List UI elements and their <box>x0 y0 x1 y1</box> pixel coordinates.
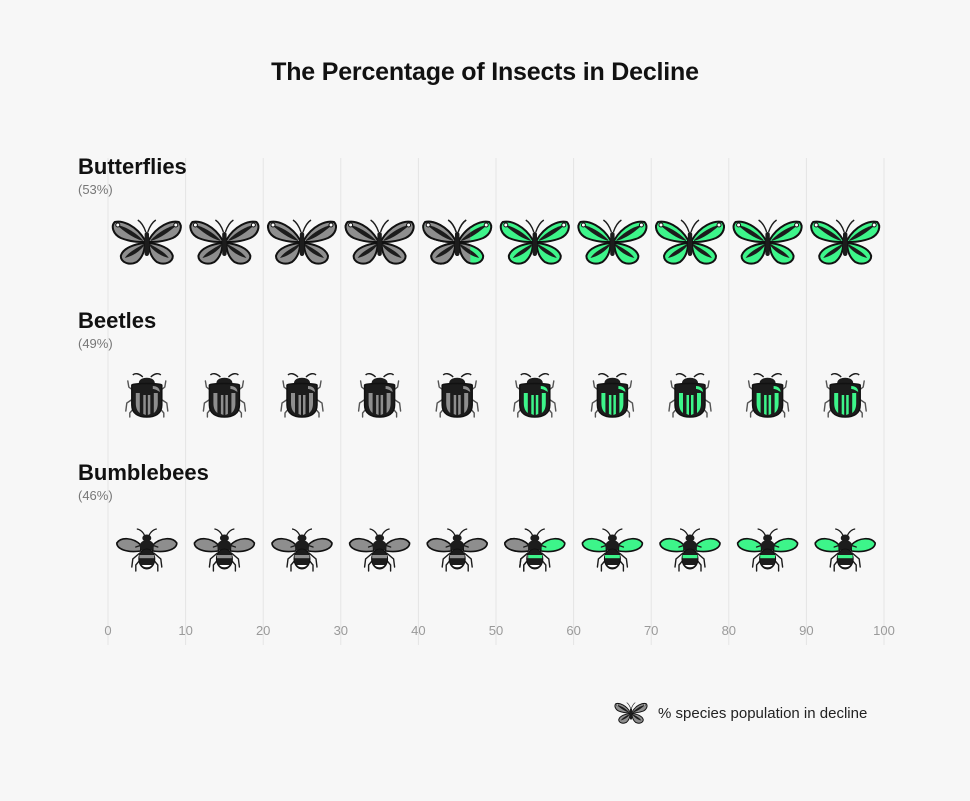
bumblebee-icon <box>814 528 877 572</box>
x-tick-label: 80 <box>722 623 736 638</box>
value-label: (53%) <box>78 182 113 197</box>
x-tick-label: 50 <box>489 623 503 638</box>
x-tick-label: 40 <box>411 623 425 638</box>
butterfly-icon <box>111 219 182 265</box>
category-label: Bumblebees <box>78 460 209 485</box>
category-label: Beetles <box>78 308 156 333</box>
beetle-icon <box>745 372 790 418</box>
butterfly-icon <box>732 219 803 265</box>
beetle-icon <box>202 372 247 418</box>
legend-label: % species population in decline <box>658 704 868 722</box>
butterfly-icon <box>267 219 337 265</box>
butterfly-icon <box>189 219 260 265</box>
beetle-icon <box>125 372 169 418</box>
butterfly-icon <box>344 219 415 265</box>
value-label: (49%) <box>78 336 113 351</box>
x-tick-label: 30 <box>334 623 348 638</box>
beetle-icon <box>668 372 712 418</box>
x-tick-label: 90 <box>799 623 813 638</box>
value-label: (46%) <box>78 488 113 503</box>
x-tick-label: 20 <box>256 623 270 638</box>
bumblebee-icon <box>659 528 721 572</box>
bumblebee-icon <box>116 528 178 572</box>
butterfly-icon <box>577 219 648 265</box>
bumblebee-icon <box>581 528 644 572</box>
chart-title: The Percentage of Insects in Decline <box>271 58 699 86</box>
beetle-icon <box>823 372 867 418</box>
legend: % species population in decline <box>614 700 867 726</box>
bumblebee-icon <box>736 528 799 572</box>
beetle-icon <box>513 372 557 418</box>
bumblebee-icon <box>193 528 256 572</box>
x-tick-label: 10 <box>178 623 192 638</box>
x-tick-label: 70 <box>644 623 658 638</box>
bumblebee-icon <box>271 528 333 572</box>
x-tick-label: 0 <box>104 623 111 638</box>
bumblebee-icon <box>503 528 566 572</box>
butterfly-icon <box>655 219 725 265</box>
beetle-icon <box>280 372 324 418</box>
x-tick-label: 100 <box>873 623 895 638</box>
butterfly-icon <box>810 219 881 265</box>
category-label: Butterflies <box>78 154 187 179</box>
beetle-icon <box>435 372 479 418</box>
butterfly-icon <box>614 702 648 724</box>
beetle-icon <box>590 372 635 418</box>
bumblebee-icon <box>348 528 411 572</box>
butterfly-icon <box>499 219 570 265</box>
bumblebee-icon <box>426 528 489 572</box>
butterfly-icon <box>422 219 493 265</box>
x-tick-label: 60 <box>566 623 580 638</box>
beetle-icon <box>357 372 402 418</box>
